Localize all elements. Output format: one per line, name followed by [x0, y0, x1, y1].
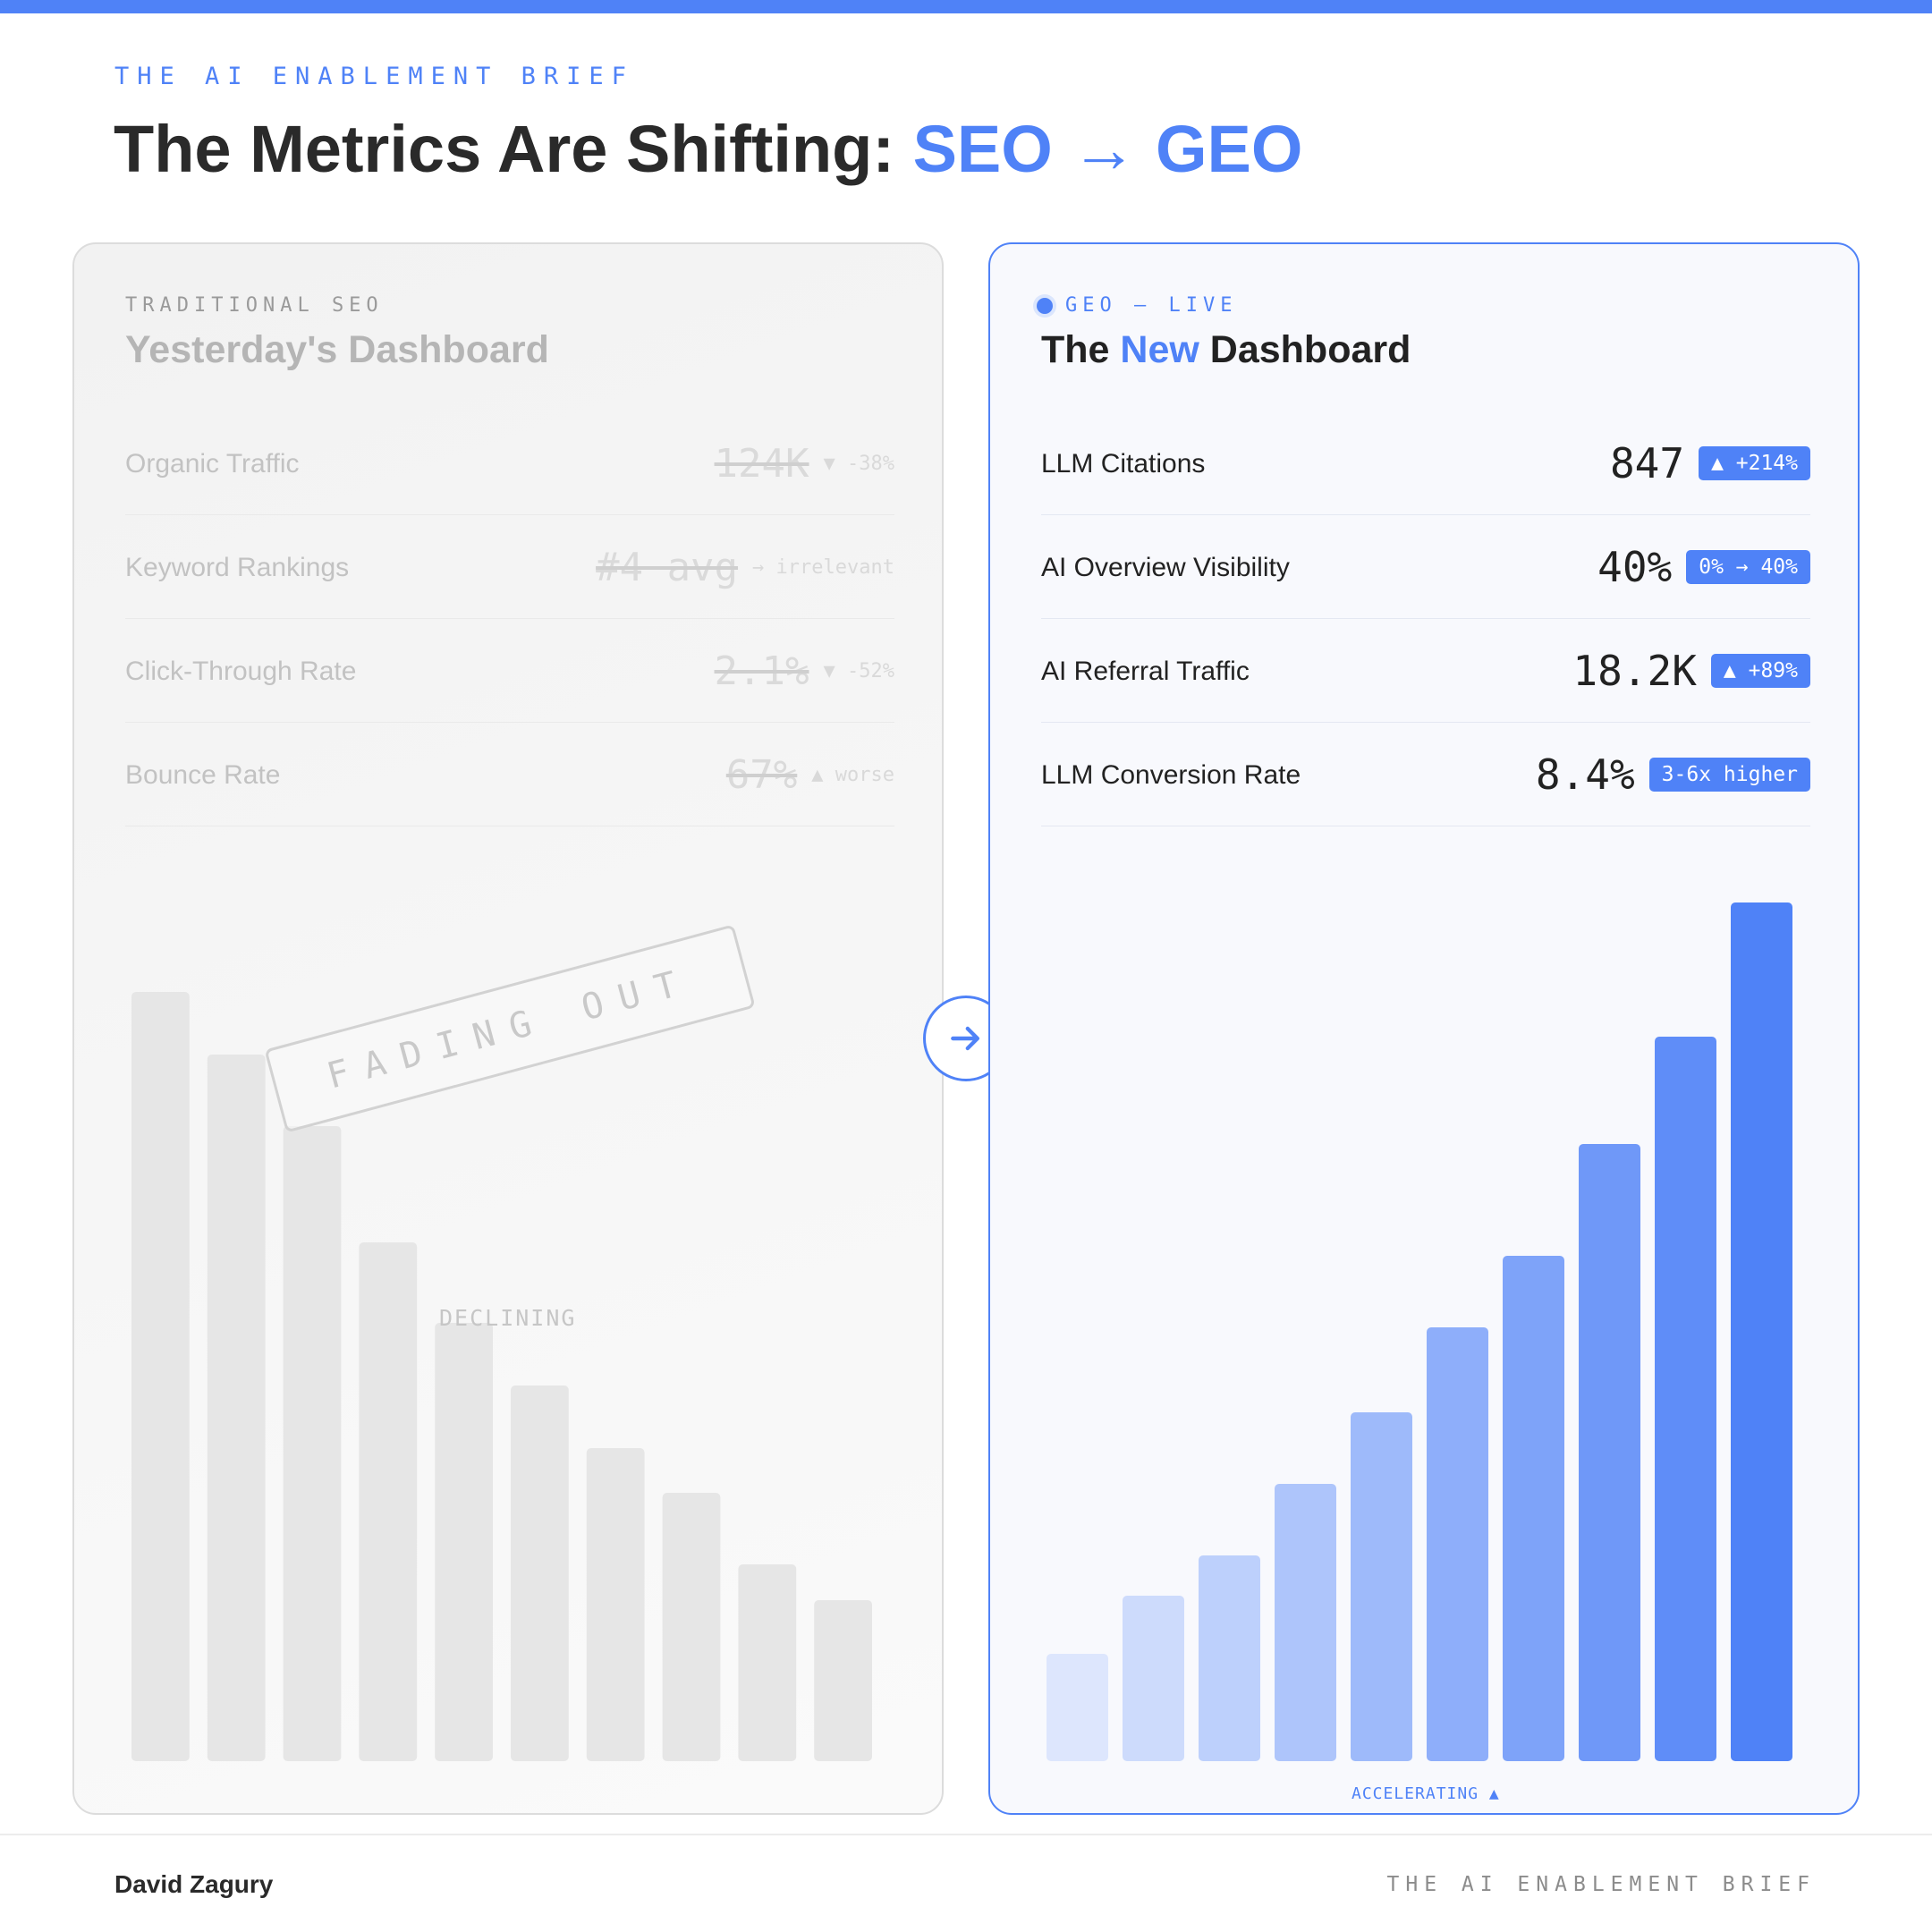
bar-3 — [1199, 1555, 1260, 1761]
metric-row-bounce-rate: Bounce Rate 67% ▲ worse — [125, 723, 894, 826]
accelerating-label: ACCELERATING ▲ — [1352, 1784, 1500, 1803]
bar-10 — [1731, 902, 1792, 1761]
metric-label: Click-Through Rate — [125, 657, 357, 686]
page-title: The Metrics Are Shifting: SEO → GEO — [114, 111, 1302, 187]
bar-7 — [586, 1448, 645, 1761]
brief-eyebrow: THE AI ENABLEMENT BRIEF — [114, 63, 634, 90]
metric-note: → irrelevant — [752, 555, 894, 579]
metric-row-organic-traffic: Organic Traffic 124K ▼ -38% — [125, 411, 894, 515]
metric-row-llm-conversion-rate: LLM Conversion Rate 8.4% 3-6x higher — [1041, 723, 1810, 826]
metric-value: 847 — [1609, 439, 1685, 487]
card-title-yesterday: Yesterday's Dashboard — [125, 328, 549, 371]
metric-note: ▼ -52% — [823, 659, 894, 682]
metric-badge: 3-6x higher — [1648, 758, 1810, 792]
bar-4 — [359, 1242, 418, 1761]
arrow-right-icon — [951, 1026, 980, 1051]
card-title-new: The New Dashboard — [1041, 328, 1411, 372]
geo-live-card: GEO — LIVE The New Dashboard LLM Citatio… — [988, 242, 1860, 1815]
metric-label: Bounce Rate — [125, 760, 281, 790]
title-arrow-icon: → — [1071, 112, 1138, 186]
bar-6 — [1427, 1327, 1488, 1761]
title-part: Dashboard — [1199, 328, 1411, 371]
bar-8 — [662, 1493, 721, 1761]
metric-row-click-through-rate: Click-Through Rate 2.1% ▼ -52% — [125, 619, 894, 723]
bar-4 — [1275, 1484, 1336, 1761]
metric-value-struck: #4 avg — [596, 544, 739, 590]
metric-label: AI Overview Visibility — [1041, 553, 1290, 582]
bar-6 — [511, 1385, 569, 1761]
live-indicator-icon — [1037, 298, 1053, 314]
bar-10 — [814, 1600, 872, 1761]
bar-2 — [1123, 1596, 1184, 1761]
bar-9 — [738, 1564, 797, 1761]
metric-label: LLM Citations — [1041, 449, 1206, 479]
metric-label: Keyword Rankings — [125, 553, 350, 582]
metric-note: ▼ -38% — [823, 452, 894, 475]
metric-label: Organic Traffic — [125, 449, 300, 479]
metric-badge: ▲ +214% — [1699, 446, 1810, 480]
declining-label: DECLINING — [439, 1305, 577, 1331]
metric-label: AI Referral Traffic — [1041, 657, 1250, 686]
bar-2 — [207, 1055, 266, 1761]
metric-value-struck: 67% — [725, 751, 798, 798]
metric-value: 8.4% — [1535, 750, 1635, 799]
bar-7 — [1503, 1256, 1564, 1761]
author-name: David Zagury — [114, 1870, 274, 1898]
bar-8 — [1579, 1144, 1640, 1761]
top-accent-bar — [0, 0, 1932, 13]
metric-badge: 0% → 40% — [1686, 550, 1810, 584]
bar-1 — [131, 992, 190, 1761]
footer-brand: THE AI ENABLEMENT BRIEF — [1386, 1873, 1816, 1896]
bar-3 — [283, 1126, 342, 1761]
bar-9 — [1655, 1037, 1716, 1761]
metric-value-struck: 124K — [714, 440, 809, 487]
traditional-seo-card: TRADITIONAL SEO Yesterday's Dashboard Or… — [72, 242, 944, 1815]
metric-row-keyword-rankings: Keyword Rankings #4 avg → irrelevant — [125, 515, 894, 619]
title-prefix: The Metrics Are Shifting: — [114, 112, 913, 186]
title-seo: SEO — [912, 112, 1053, 186]
metric-label: LLM Conversion Rate — [1041, 760, 1301, 790]
card-eyebrow-traditional: TRADITIONAL SEO — [125, 294, 384, 317]
metric-badge: ▲ +89% — [1710, 654, 1810, 688]
metric-note: ▲ worse — [811, 763, 894, 786]
title-highlight: New — [1120, 328, 1199, 371]
bar-5 — [435, 1323, 493, 1761]
title-geo: GEO — [1155, 112, 1303, 186]
footer-divider — [0, 1834, 1932, 1835]
metric-value: 18.2K — [1572, 647, 1697, 695]
bar-1 — [1046, 1654, 1108, 1761]
metric-row-ai-referral-traffic: AI Referral Traffic 18.2K ▲ +89% — [1041, 619, 1810, 723]
metric-value-struck: 2.1% — [714, 648, 809, 694]
bar-5 — [1351, 1412, 1412, 1761]
metric-row-ai-overview-visibility: AI Overview Visibility 40% 0% → 40% — [1041, 515, 1810, 619]
title-part: The — [1041, 328, 1121, 371]
metric-row-llm-citations: LLM Citations 847 ▲ +214% — [1041, 411, 1810, 515]
metric-value: 40% — [1597, 543, 1673, 591]
card-eyebrow-geo-live: GEO — LIVE — [1065, 294, 1238, 317]
stamp-text: FADING OUT — [264, 924, 756, 1133]
